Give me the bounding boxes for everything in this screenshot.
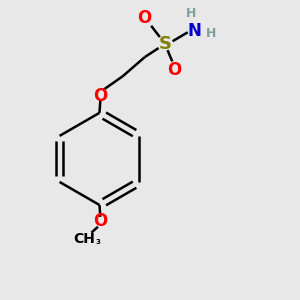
Text: O: O	[93, 212, 107, 230]
Text: O: O	[136, 9, 151, 27]
Text: N: N	[187, 22, 201, 40]
Text: H: H	[206, 27, 216, 40]
Text: S: S	[159, 34, 172, 52]
Text: CH: CH	[73, 232, 95, 246]
Text: O: O	[93, 87, 107, 105]
Text: H: H	[186, 8, 196, 20]
Text: O: O	[167, 61, 182, 79]
Text: ₃: ₃	[96, 236, 101, 246]
